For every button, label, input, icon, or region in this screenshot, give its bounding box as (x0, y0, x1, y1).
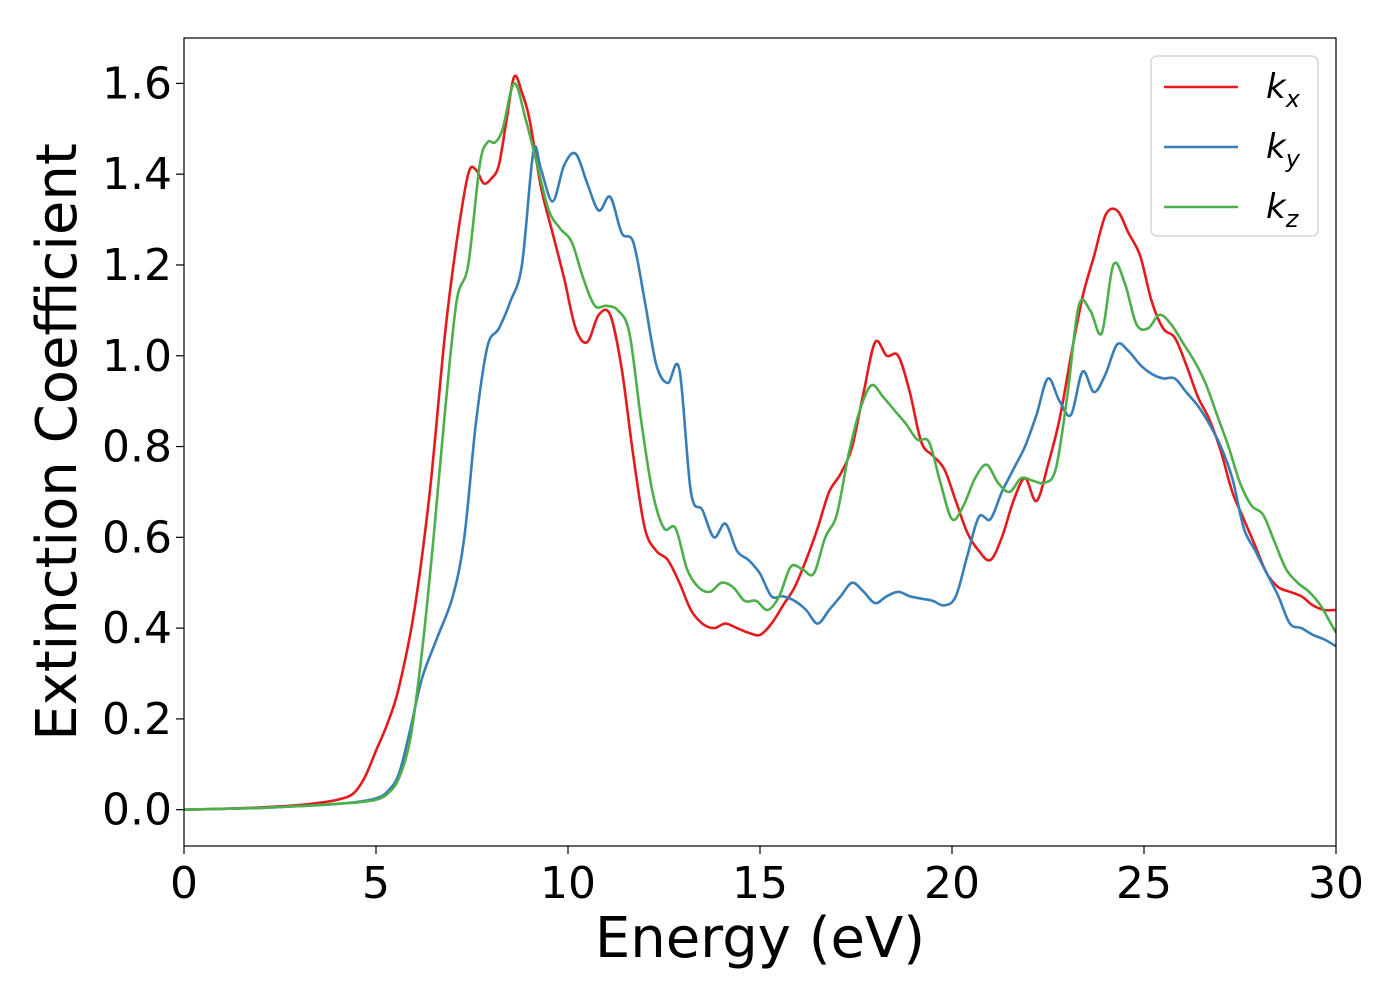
legend: kx ky kz (1150, 55, 1319, 237)
series-line-z (184, 82, 1336, 811)
y-tick-label: 0.4 (102, 603, 172, 654)
x-tick-label: 20 (924, 858, 980, 909)
axis-ticks: 0 5 10 15 20 25 30 0.0 0.2 0.4 0.6 0.8 1.0 1.2 1.4 1.6 (102, 58, 1364, 909)
legend-entry-x: kx (1164, 67, 1301, 113)
series-line-y (184, 145, 1336, 811)
x-tick-label: 15 (732, 858, 788, 909)
y-tick-label: 1.6 (102, 58, 172, 109)
x-tick-label: 30 (1308, 858, 1364, 909)
y-tick-label: 1.0 (102, 331, 172, 382)
x-tick-label: 25 (1116, 858, 1172, 909)
y-tick-label: 1.2 (102, 240, 172, 291)
legend-label: ky (1266, 127, 1301, 173)
y-tick-label: 1.4 (102, 149, 172, 200)
x-axis-label: Energy (eV) (595, 906, 925, 971)
legend-label: kx (1266, 67, 1301, 113)
x-tick-label: 5 (362, 858, 390, 909)
x-tick-label: 0 (170, 858, 198, 909)
legend-entry-y: ky (1164, 127, 1301, 173)
legend-entry-z: kz (1164, 187, 1300, 233)
y-tick-label: 0.8 (102, 422, 172, 473)
series-line-x (184, 74, 1336, 811)
y-tick-label: 0.6 (102, 512, 172, 563)
y-axis-label: Extinction Coefficient (25, 143, 90, 741)
series-lines (184, 74, 1336, 811)
legend-label: kz (1266, 187, 1300, 233)
x-tick-label: 10 (540, 858, 596, 909)
y-tick-label: 0.2 (102, 694, 172, 745)
y-tick-label: 0.0 (102, 785, 172, 836)
